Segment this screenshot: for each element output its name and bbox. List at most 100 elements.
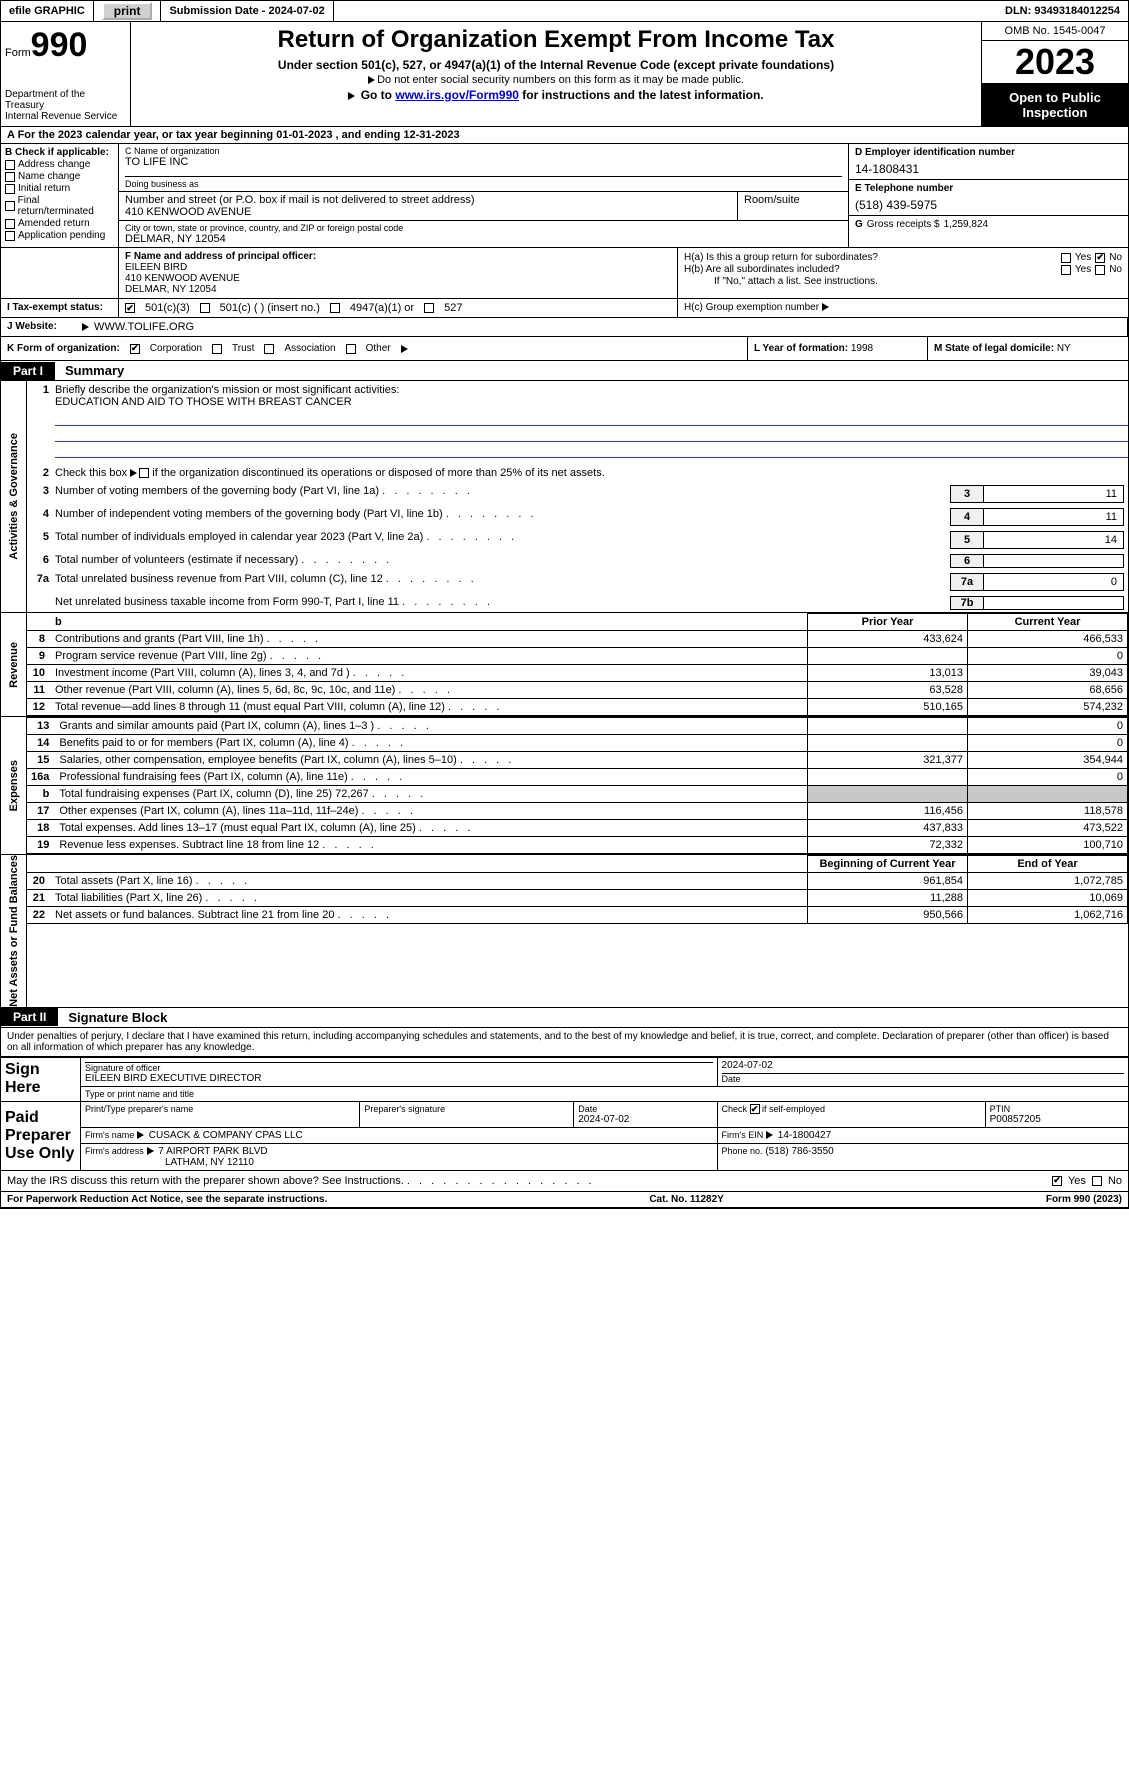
hb-line: H(b) Are all subordinates included? Yes … [684,264,1122,275]
fin-row-8: 8 Contributions and grants (Part VIII, l… [27,631,1128,648]
fin-row-16a: 16a Professional fundraising fees (Part … [27,769,1128,786]
arrow-icon [766,1131,773,1139]
summary-line-4: 4Number of independent voting members of… [27,505,1128,528]
checkbox-app-pending[interactable] [5,231,15,241]
summary-line-6: 6Total number of volunteers (estimate if… [27,551,1128,570]
officer-name: EILEEN BIRD [125,262,187,273]
checkbox-discontinued[interactable] [139,468,149,478]
col-b-checkboxes: B Check if applicable: Address change Na… [1,144,119,247]
expenses-block: Expenses 13 Grants and similar amounts p… [0,717,1129,855]
fin-row-10: 10 Investment income (Part VIII, column … [27,665,1128,682]
open-to-public: Open to Public Inspection [982,84,1128,126]
checkbox-hb-no[interactable] [1095,265,1105,275]
hc-line: H(c) Group exemption number [678,299,1128,317]
entity-right: D Employer identification number 14-1808… [848,144,1128,247]
efile-label: efile GRAPHIC [1,1,94,21]
fin-row-13: 13 Grants and similar amounts paid (Part… [27,718,1128,735]
footer: For Paperwork Reduction Act Notice, see … [0,1192,1129,1209]
col-b-header: B Check if applicable: [5,147,114,158]
balances-table: Beginning of Current YearEnd of Year 20 … [27,855,1128,924]
hb-note: If "No," attach a list. See instructions… [684,276,1122,287]
checkbox-501c3[interactable] [125,303,135,313]
checkbox-trust[interactable] [212,344,222,354]
checkbox-assoc[interactable] [264,344,274,354]
header-left: Form990 Department of the Treasury Inter… [1,22,131,126]
expenses-table: 13 Grants and similar amounts paid (Part… [27,717,1128,854]
fin-row-20: 20 Total assets (Part X, line 16) . . . … [27,873,1128,890]
summary-line-7a: 7aTotal unrelated business revenue from … [27,570,1128,593]
summary-line-7b: Net unrelated business taxable income fr… [27,593,1128,612]
side-label-ag: Activities & Governance [1,381,27,612]
mission-text: EDUCATION AND AID TO THOSE WITH BREAST C… [55,396,352,408]
checkbox-amended[interactable] [5,219,15,229]
fin-row-b: b Total fundraising expenses (Part IX, c… [27,786,1128,803]
checkbox-final[interactable] [5,201,15,211]
officer-addr2: DELMAR, NY 12054 [125,284,217,295]
checkbox-addr-change[interactable] [5,160,15,170]
row-klm: K Form of organization: Corporation Trus… [0,337,1129,361]
phone-cell: E Telephone number (518) 439-5975 [849,180,1128,216]
header-sub3: Go to www.irs.gov/Form990 for instructio… [139,88,973,102]
fin-row-15: 15 Salaries, other compensation, employe… [27,752,1128,769]
irs-link[interactable]: www.irs.gov/Form990 [395,88,519,102]
dept-treasury: Department of the Treasury Internal Reve… [5,89,126,122]
paid-preparer-label: Paid Preparer Use Only [1,1101,81,1170]
checkbox-ha-no[interactable] [1095,253,1105,263]
dots: . . . . . . . . . . . . . . . . [407,1175,595,1187]
checkbox-may-no[interactable] [1092,1176,1102,1186]
h-block: H(a) Is this a group return for subordin… [678,248,1128,298]
revenue-table: bPrior YearCurrent Year 8 Contributions … [27,613,1128,716]
website-value: WWW.TOLIFE.ORG [91,321,194,333]
checkbox-527[interactable] [424,303,434,313]
omb-number: OMB No. 1545-0047 [982,22,1128,41]
arrow-icon [822,303,829,311]
header-title-block: Return of Organization Exempt From Incom… [131,22,982,126]
org-name-cell: C Name of organization TO LIFE INC Doing… [119,144,848,192]
checkbox-corp[interactable] [130,344,140,354]
form-page: Form 990 (2023) [1046,1194,1122,1205]
mission-rule [55,426,1128,442]
arrow-icon [137,1131,144,1139]
checkbox-may-yes[interactable] [1052,1176,1062,1186]
fin-row-18: 18 Total expenses. Add lines 13–17 (must… [27,820,1128,837]
form-header: Form990 Department of the Treasury Inter… [0,22,1129,127]
part2-title: Signature Block [58,1008,177,1027]
checkbox-initial[interactable] [5,184,15,194]
arrow-icon [147,1147,154,1155]
line-2: 2 Check this box if the organization dis… [27,464,1128,482]
form-of-org: K Form of organization: Corporation Trus… [1,337,748,360]
cat-no: Cat. No. 11282Y [649,1194,723,1205]
dln: DLN: 93493184012254 [997,1,1128,21]
year-formation: L Year of formation: 1998 [748,337,928,360]
checkbox-501c[interactable] [200,303,210,313]
submission-date: Submission Date - 2024-07-02 [161,1,333,21]
checkbox-hb-yes[interactable] [1061,265,1071,275]
checkbox-other[interactable] [346,344,356,354]
officer-label: F Name and address of principal officer: [125,251,316,262]
fin-row-12: 12 Total revenue—add lines 8 through 11 … [27,699,1128,716]
checkbox-4947[interactable] [330,303,340,313]
sig-declaration: Under penalties of perjury, I declare th… [0,1028,1129,1057]
entity-section: B Check if applicable: Address change Na… [0,144,1129,248]
address-row: Number and street (or P.O. box if mail i… [119,192,848,221]
row-i: I Tax-exempt status: 501(c)(3) 501(c) ( … [0,299,1129,318]
officer-signature: EILEEN BIRD EXECUTIVE DIRECTOR [85,1073,713,1084]
fin-row-21: 21 Total liabilities (Part X, line 26) .… [27,890,1128,907]
signature-table: Sign Here Signature of officer EILEEN BI… [0,1057,1129,1171]
officer-addr1: 410 KENWOOD AVENUE [125,273,240,284]
part1-header: Part I Summary [0,361,1129,381]
ha-line: H(a) Is this a group return for subordin… [684,252,1122,263]
row-j: J Website: WWW.TOLIFE.ORG [0,318,1129,337]
checkbox-name-change[interactable] [5,172,15,182]
part2-header: Part II Signature Block [0,1008,1129,1028]
arrow-icon [82,323,89,331]
fin-row-11: 11 Other revenue (Part VIII, column (A),… [27,682,1128,699]
side-label-revenue: Revenue [1,613,27,716]
header-right: OMB No. 1545-0047 2023 Open to Public In… [982,22,1128,126]
ein-cell: D Employer identification number 14-1808… [849,144,1128,180]
checkbox-ha-yes[interactable] [1061,253,1071,263]
sign-here-label: Sign Here [1,1057,81,1101]
summary-line-3: 3Number of voting members of the governi… [27,482,1128,505]
print-button[interactable]: print [102,2,153,20]
checkbox-self-employed[interactable] [750,1104,760,1114]
